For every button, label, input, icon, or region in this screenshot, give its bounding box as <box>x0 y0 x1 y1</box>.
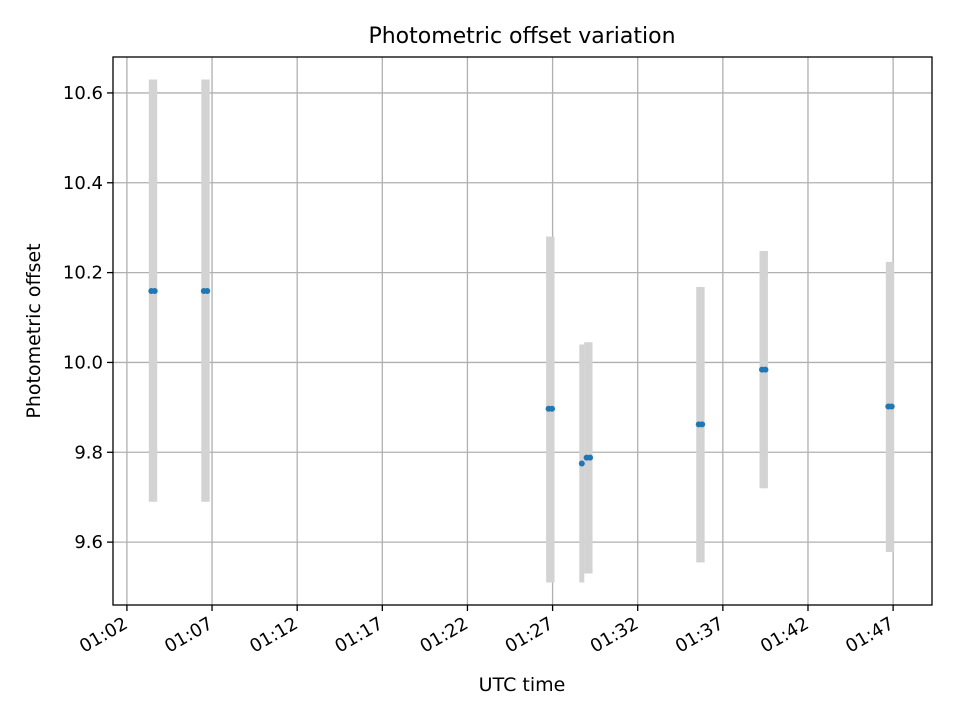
data-points <box>148 288 895 467</box>
data-point <box>204 288 211 295</box>
data-point <box>587 454 594 461</box>
data-point <box>549 405 556 412</box>
y-tick-label: 10.6 <box>63 83 103 104</box>
data-point <box>699 421 706 428</box>
chart-title: Photometric offset variation <box>368 24 675 49</box>
data-point <box>578 460 585 467</box>
y-axis: 9.6 9.8 10.0 10.2 10.4 10.6 <box>63 83 113 553</box>
y-tick-label: 9.6 <box>74 532 103 553</box>
data-point <box>762 366 769 373</box>
x-axis-label: UTC time <box>479 674 566 696</box>
y-tick-label: 10.4 <box>63 173 103 194</box>
y-axis-label: Photometric offset <box>23 243 45 418</box>
data-point <box>151 288 158 295</box>
y-tick-label: 10.2 <box>63 263 103 284</box>
data-point <box>888 403 895 410</box>
y-tick-label: 9.8 <box>74 442 103 463</box>
plot-frame <box>112 56 933 606</box>
y-tick-label: 10.0 <box>63 352 103 373</box>
